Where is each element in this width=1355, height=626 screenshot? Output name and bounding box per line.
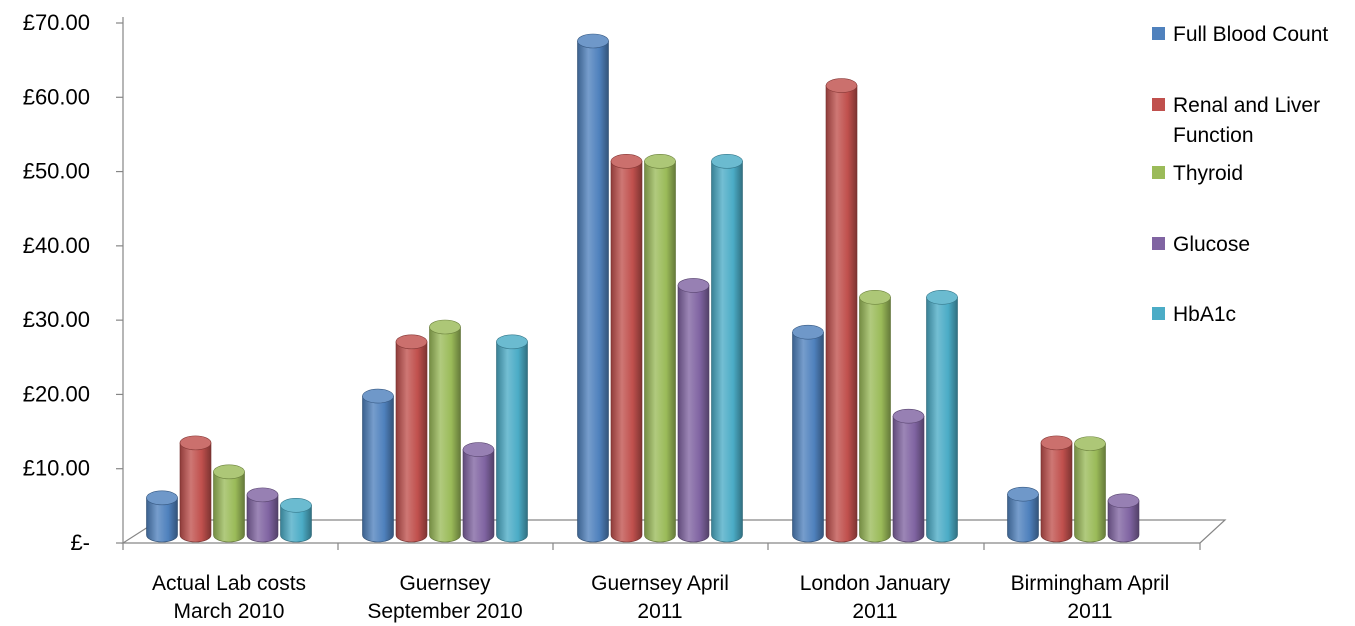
legend-label: Renal and Liver Function	[1173, 94, 1320, 147]
bar	[496, 334, 528, 543]
bars	[146, 33, 1140, 543]
x-category-label: Actual Lab costs March 2010	[152, 572, 306, 623]
bar	[1007, 486, 1039, 543]
bar	[280, 497, 312, 543]
bar	[146, 490, 178, 543]
y-tick-label: £50.00	[23, 159, 90, 184]
bar	[395, 334, 428, 543]
bar	[362, 388, 394, 543]
x-category-label: London January 2011	[800, 572, 951, 623]
legend-item: HbA1c	[1152, 303, 1236, 326]
x-category-label: Birmingham April 2011	[1011, 572, 1170, 623]
legend-item: Thyroid	[1152, 162, 1243, 185]
bar	[246, 487, 279, 543]
legend-swatch	[1152, 307, 1165, 320]
x-category-label: Guernsey September 2010	[367, 572, 522, 623]
bar	[1107, 493, 1140, 543]
legend-swatch	[1152, 166, 1165, 179]
legend-label: Full Blood Count	[1173, 23, 1328, 46]
y-tick-label: £30.00	[23, 307, 90, 332]
bar	[610, 154, 643, 543]
bar	[179, 435, 212, 543]
bar	[677, 278, 710, 543]
bar	[213, 464, 245, 543]
legend-swatch	[1152, 98, 1165, 111]
y-tick-label: £40.00	[23, 233, 90, 258]
y-tick-label: £10.00	[23, 456, 90, 481]
legend: Full Blood Count Renal and Liver Function T…	[1152, 23, 1328, 326]
legend-swatch	[1152, 237, 1165, 250]
y-tick-label: £60.00	[23, 84, 90, 109]
bar	[711, 154, 743, 543]
legend-label: Thyroid	[1173, 162, 1243, 185]
bar	[1040, 435, 1073, 543]
legend-label: Glucose	[1173, 233, 1250, 256]
legend-item: Glucose	[1152, 233, 1250, 256]
bar	[462, 442, 495, 543]
bar	[792, 324, 824, 543]
y-tick-label: £70.00	[23, 10, 90, 35]
legend-swatch	[1152, 27, 1165, 40]
bar	[644, 154, 676, 543]
x-category-label: Guernsey April 2011	[591, 572, 729, 623]
bar	[825, 78, 858, 543]
bar	[892, 408, 925, 543]
legend-item: Renal and Liver Function	[1152, 94, 1320, 147]
legend-item: Full Blood Count	[1152, 23, 1328, 46]
bar	[1074, 436, 1106, 543]
bar	[926, 289, 958, 543]
bar	[429, 319, 461, 543]
legend-label: HbA1c	[1173, 303, 1236, 326]
bar	[859, 289, 891, 543]
y-tick-label: £-	[70, 530, 90, 555]
bar	[577, 33, 609, 543]
axis-labels: £- £10.00 £20.00 £30.00 £40.00 £50.00 £60.00 £7…	[23, 10, 1170, 623]
y-tick-label: £20.00	[23, 381, 90, 406]
